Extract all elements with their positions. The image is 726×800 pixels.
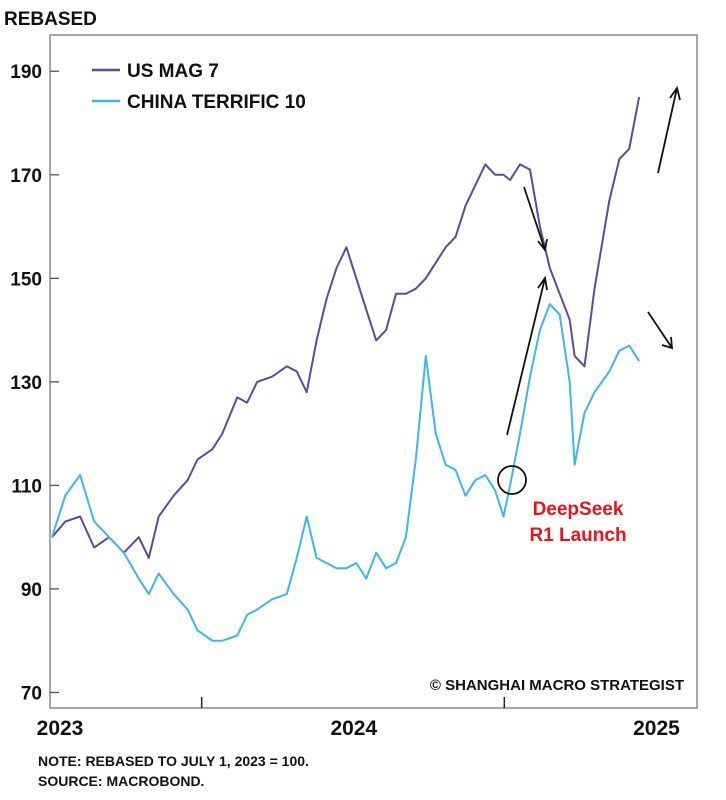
event-label-line2: R1 Launch [529, 525, 626, 546]
series-line-us-mag-7 [51, 96, 641, 559]
plot-frame [49, 34, 698, 709]
trend-arrows [506, 85, 681, 436]
legend: US MAG 7 CHINA TERRIFIC 10 [92, 61, 306, 113]
legend-label-china: CHINA TERRIFIC 10 [127, 92, 306, 113]
y-tick-label: 150 [10, 269, 42, 290]
arrow-up-1-icon [506, 275, 548, 436]
x-tick-label: 2024 [330, 717, 377, 740]
y-tick-label: 170 [10, 166, 42, 187]
event-marker-circle [497, 465, 527, 495]
x-tick-label: 2025 [633, 717, 680, 740]
series-line-china-terrific-10 [51, 303, 640, 642]
y-tick-label: 110 [11, 476, 42, 497]
note-text: NOTE: REBASED TO JULY 1, 2023 = 100. [38, 753, 309, 769]
y-tick-label: 190 [10, 62, 42, 83]
legend-label-us: US MAG 7 [127, 61, 219, 82]
event-label-line1: DeepSeek [533, 499, 624, 520]
arrow-up-2-icon [657, 85, 681, 174]
y-tick-label: 130 [10, 373, 42, 394]
copyright-text: © SHANGHAI MACRO STRATEGIST [430, 677, 684, 694]
arrow-down-2-icon [647, 311, 674, 350]
y-tick-label: 70 [21, 683, 42, 704]
source-text: SOURCE: MACROBOND. [38, 773, 204, 789]
y-tick-label: 90 [21, 580, 42, 601]
x-tick-label: 2023 [37, 717, 84, 740]
arrow-down-1-icon [523, 186, 548, 253]
y-axis-label: REBASED [4, 9, 97, 30]
